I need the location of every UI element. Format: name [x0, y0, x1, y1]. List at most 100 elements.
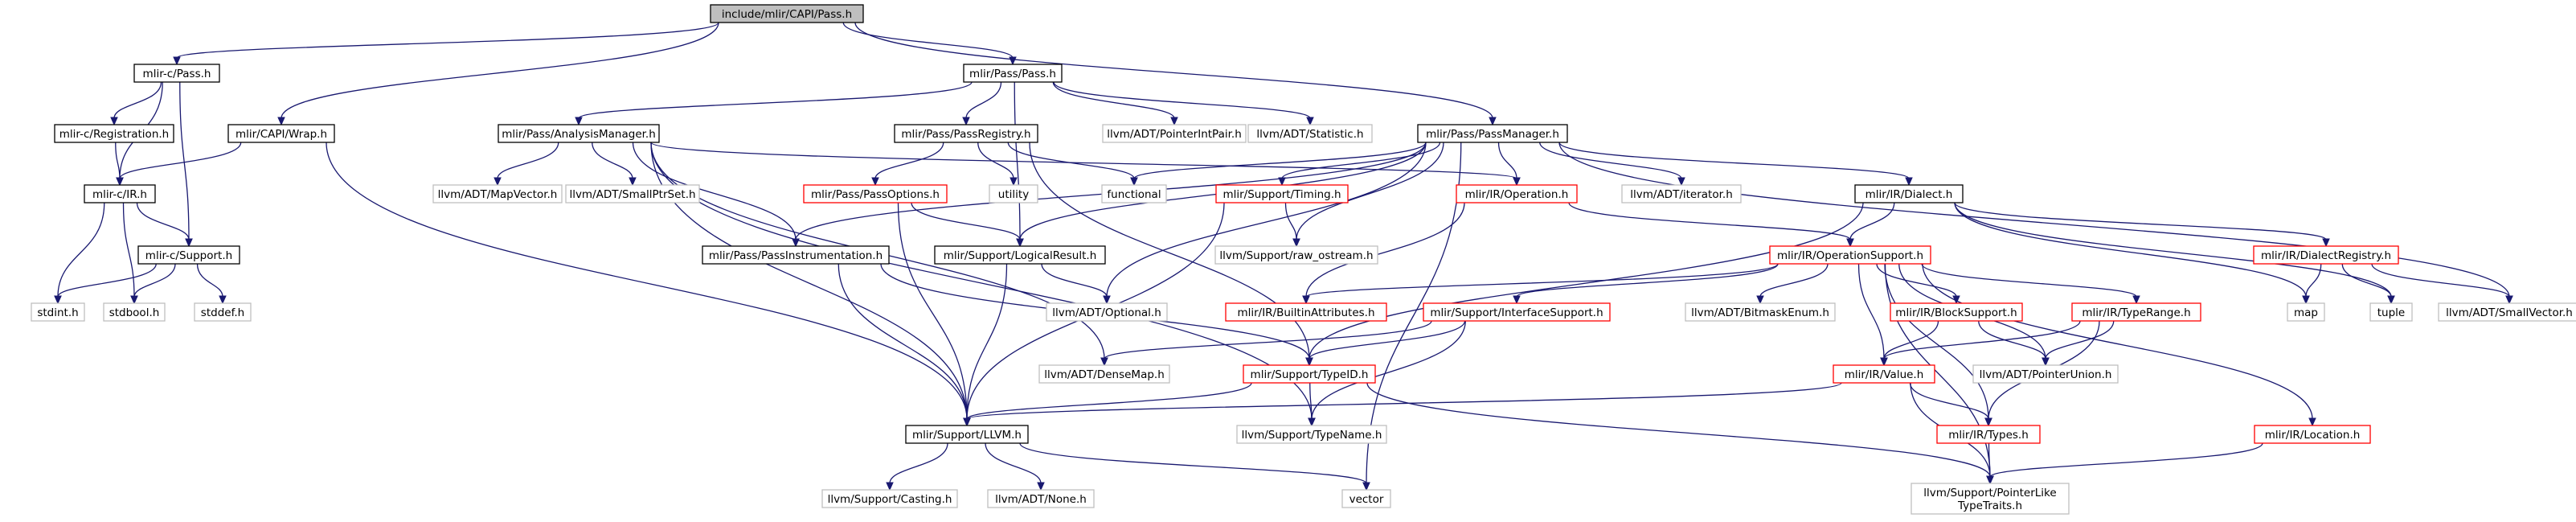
edge-line	[1305, 263, 1779, 298]
node-mlirc-registration[interactable]: mlir-c/Registration.h	[54, 124, 174, 143]
edge-line	[854, 22, 1493, 119]
node-label: mlir/Pass/PassInstrumentation.h	[709, 249, 883, 262]
node-box	[803, 184, 948, 203]
node-mlir-support-typeid[interactable]: mlir/Support/TypeID.h	[1243, 364, 1376, 384]
node-box	[1685, 302, 1836, 322]
node-mlir-ir-types[interactable]: mlir/IR/Types.h	[1936, 425, 2041, 444]
edge-line	[1284, 202, 1297, 240]
node-box	[1225, 302, 1387, 322]
edge-mlir_pass_pass-to-mlir_pass_analysismanager	[575, 81, 973, 126]
edge-mlir_ir_location-to-llvm_pointerliketypetraits	[1986, 442, 2263, 485]
edge-mlir_support_logicalresult-to-llvm_optional	[1041, 263, 1111, 305]
node-llvm-statistic: llvm/ADT/Statistic.h	[1247, 124, 1373, 143]
edge-line	[2045, 320, 2115, 360]
edge-line	[650, 142, 968, 420]
edge-line	[2371, 263, 2510, 298]
edge-mlir_pass_pass-to-mlir_support_logicalresult	[1014, 81, 1024, 248]
edge-line	[1989, 442, 2263, 478]
node-mlir-ir-operationsupport[interactable]: mlir/IR/OperationSupport.h	[1769, 245, 1931, 265]
node-box	[565, 184, 700, 203]
node-mlir-ir-dialect[interactable]: mlir/IR/Dialect.h	[1854, 184, 1964, 203]
node-mlir-ir-blocksupport[interactable]: mlir/IR/BlockSupport.h	[1890, 302, 2023, 322]
edge-pass_capi-to-mlirc_pass	[173, 22, 719, 66]
node-mlir-pass-passmanager[interactable]: mlir/Pass/PassManager.h	[1417, 124, 1568, 143]
node-mlir-support-timing[interactable]: mlir/Support/Timing.h	[1215, 184, 1349, 203]
edge-line	[1568, 202, 1851, 240]
edge-line	[57, 202, 105, 298]
node-mlir-pass-passinstrumentation[interactable]: mlir/Pass/PassInstrumentation.h	[702, 245, 890, 265]
arrowhead-icon	[1292, 238, 1300, 248]
node-mlir-ir-typerange[interactable]: mlir/IR/TypeRange.h	[2071, 302, 2201, 322]
node-label: mlir/IR/Value.h	[1845, 368, 1924, 381]
edge-mlir_support_interfacesupport-to-mlir_support_typeid	[1305, 320, 1466, 367]
node-box	[905, 425, 1029, 444]
node-box	[2369, 302, 2413, 322]
node-mlirc-pass[interactable]: mlir-c/Pass.h	[133, 64, 220, 83]
edge-mlir_pass_passmanager-to-mlir_ir_operation	[1497, 142, 1521, 187]
edge-line	[650, 142, 1313, 420]
node-box	[432, 184, 563, 203]
node-mlir-ir-builtinattributes[interactable]: mlir/IR/BuiltinAttributes.h	[1225, 302, 1387, 322]
node-mlir-support-llvm[interactable]: mlir/Support/LLVM.h	[905, 425, 1029, 444]
node-mlir-support-logicalresult[interactable]: mlir/Support/LogicalResult.h	[934, 245, 1106, 265]
node-label: tuple	[2377, 306, 2405, 319]
edge-mlir_capi_wrap-to-mlirc_ir	[116, 142, 242, 187]
node-label: mlir/Pass/PassRegistry.h	[901, 128, 1030, 141]
node-mlir-ir-dialectregistry[interactable]: mlir/IR/DialectRegistry.h	[2253, 245, 2399, 265]
node-label: llvm/Support/TypeName.h	[1242, 429, 1382, 442]
node-mlir-pass-pass[interactable]: mlir/Pass/Pass.h	[963, 64, 1063, 83]
node-label: mlir/Pass/Pass.h	[969, 68, 1056, 80]
node-mlir-pass-passoptions[interactable]: mlir/Pass/PassOptions.h	[803, 184, 948, 203]
node-label: mlir/IR/BuiltinAttributes.h	[1237, 306, 1374, 319]
edge-line	[136, 202, 190, 240]
edge-line	[1308, 320, 1466, 360]
node-stdint: stdint.h	[31, 302, 85, 322]
arrowhead-icon	[2302, 295, 2310, 305]
edge-line	[966, 263, 1008, 420]
node-mlir-pass-passregistry[interactable]: mlir/Pass/PassRegistry.h	[894, 124, 1038, 143]
node-mlir-pass-analysismanager[interactable]: mlir/Pass/AnalysisManager.h	[498, 124, 660, 143]
node-label: mlir/IR/Operation.h	[1465, 188, 1569, 201]
node-label: llvm/ADT/PointerUnion.h	[1980, 368, 2112, 381]
node-mlirc-support[interactable]: mlir-c/Support.h	[137, 245, 240, 265]
node-mlir-ir-operation[interactable]: mlir/IR/Operation.h	[1456, 184, 1578, 203]
edge-line	[497, 142, 559, 179]
node-label: llvm/ADT/DenseMap.h	[1044, 368, 1165, 381]
node-mlir-ir-location[interactable]: mlir/IR/Location.h	[2254, 425, 2371, 444]
edge-line	[1133, 142, 1427, 179]
edge-mlir_support_interfacesupport-to-llvm_densemap	[1100, 320, 1432, 367]
node-llvm-smallvector: llvm/ADT/SmallVector.h	[2438, 302, 2576, 322]
node-box	[1833, 364, 1935, 384]
edge-mlirc_ir-to-stdint	[54, 202, 105, 305]
node-label: mlir/Pass/PassOptions.h	[811, 188, 940, 201]
node-label: stddef.h	[201, 306, 244, 319]
node-mlir-capi-wrap[interactable]: mlir/CAPI/Wrap.h	[227, 124, 335, 143]
edge-line	[966, 382, 1842, 420]
node-label: mlir/IR/Types.h	[1948, 429, 2029, 442]
node-label: mlir/IR/BlockSupport.h	[1895, 306, 2017, 319]
node-llvm-iterator: llvm/ADT/iterator.h	[1621, 184, 1742, 203]
edge-line	[897, 202, 968, 420]
node-label: mlir/IR/TypeRange.h	[2082, 306, 2190, 319]
node-mlir-ir-value[interactable]: mlir/IR/Value.h	[1833, 364, 1935, 384]
node-label: llvm/Support/PointerLike	[1923, 487, 2056, 499]
node-mlirc-ir[interactable]: mlir-c/IR.h	[84, 184, 156, 203]
node-box	[2253, 245, 2399, 265]
node-llvm-pointerintpair: llvm/ADT/PointerIntPair.h	[1102, 124, 1247, 143]
edge-line	[842, 22, 1014, 59]
node-label: mlir/CAPI/Wrap.h	[235, 128, 327, 141]
edge-line	[966, 382, 1252, 420]
arrowhead-icon	[792, 238, 800, 248]
node-pass-capi: include/mlir/CAPI/Pass.h	[710, 4, 864, 23]
edge-line	[113, 81, 162, 119]
node-tuple: tuple	[2369, 302, 2413, 322]
edge-mlir_pass_passmanager-to-functional	[1130, 142, 1427, 187]
edge-mlir_ir_operationsupport-to-mlir_ir_types	[1884, 263, 1992, 427]
node-label: llvm/ADT/iterator.h	[1630, 188, 1733, 201]
edge-mlir_pass_analysismanager-to-llvm_smallptrset	[592, 142, 637, 187]
node-mlir-support-interfacesupport[interactable]: mlir/Support/InterfaceSupport.h	[1423, 302, 1611, 322]
node-box	[498, 124, 660, 143]
node-label: functional	[1107, 188, 1161, 201]
edge-mlir_ir_blocksupport-to-mlir_ir_value	[1880, 320, 1939, 367]
